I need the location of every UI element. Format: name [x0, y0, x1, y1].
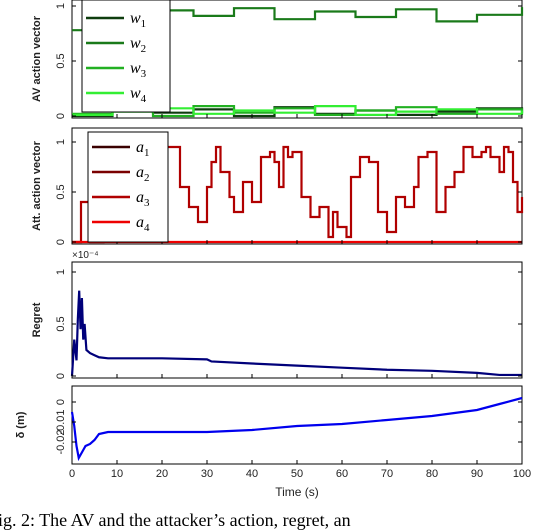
panel-delta: δ (m) 0 -0.01-0.02 0 10 20 30 40 50 60 70 80 90 100…: [15, 385, 531, 499]
x-tick-label: 50: [291, 468, 303, 480]
y-axis-label: Att. action vector: [31, 140, 43, 231]
y-ticks: 0 -0.01-0.02: [55, 399, 523, 464]
series-group: [70, 396, 523, 462]
y-ticks: 00.51: [55, 269, 523, 379]
x-tick-label: 30: [201, 468, 213, 480]
legend-subscript: 1: [141, 18, 147, 30]
x-tick-label: 60: [336, 468, 348, 480]
y-exponent: ×10⁻⁴: [72, 250, 99, 261]
y-tick-label: 0.5: [55, 53, 67, 68]
plot-area: [71, 261, 523, 379]
y-tick-label: 0: [55, 239, 67, 245]
legend-box: [87, 131, 169, 243]
x-tick-label: 0: [69, 468, 75, 480]
series-group: [70, 290, 522, 377]
x-tick-label: 70: [381, 468, 393, 480]
y-ticks: 00.51: [55, 3, 523, 119]
y-tick-label: 0: [55, 373, 67, 379]
y-tick-label: 1: [55, 269, 67, 275]
y-tick-label: 1: [55, 3, 67, 9]
x-tick-label: 80: [426, 468, 438, 480]
legend-subscript: 2: [141, 43, 147, 55]
y-axis-label: Regret: [31, 302, 43, 337]
x-tick-label: 40: [246, 468, 258, 480]
y-ticks: 00.51: [55, 139, 523, 245]
y-tick-label: 0.5: [55, 184, 67, 199]
legend-subscript: 4: [141, 93, 147, 105]
y-tick-label: 0.5: [55, 316, 67, 331]
y-tick-label: 0: [55, 399, 67, 405]
y-tick-label: 0: [55, 113, 67, 119]
legend-subscript: 1: [144, 147, 150, 159]
y-axis-label: AV action vector: [31, 15, 43, 102]
panel-regret: ×10⁻⁴ Regret 00.51: [31, 250, 523, 379]
delta-line: [70, 396, 523, 462]
y-tick-label: 1: [55, 139, 67, 145]
x-tick-label: 100: [513, 468, 531, 480]
x-tick-label: 20: [156, 468, 168, 480]
legend-subscript: 3: [144, 197, 150, 209]
y-axis-label: δ (m): [15, 411, 27, 438]
x-ticks: 0 10 20 30 40 50 60 70 80 90 100: [69, 468, 531, 480]
y-tick-label: -0.02: [55, 429, 67, 454]
x-tick-label: 90: [471, 468, 483, 480]
legend-subscript: 2: [144, 172, 150, 184]
x-tick-label: 10: [111, 468, 123, 480]
legend-subscript: 3: [141, 68, 147, 80]
y-tick-label: -0.01: [55, 409, 67, 434]
legend-subscript: 4: [144, 222, 150, 234]
figure-caption: ig. 2: The AV and the attacker’s action,…: [0, 510, 351, 530]
regret-line: [70, 290, 522, 377]
x-axis-label: Time (s): [275, 485, 319, 499]
